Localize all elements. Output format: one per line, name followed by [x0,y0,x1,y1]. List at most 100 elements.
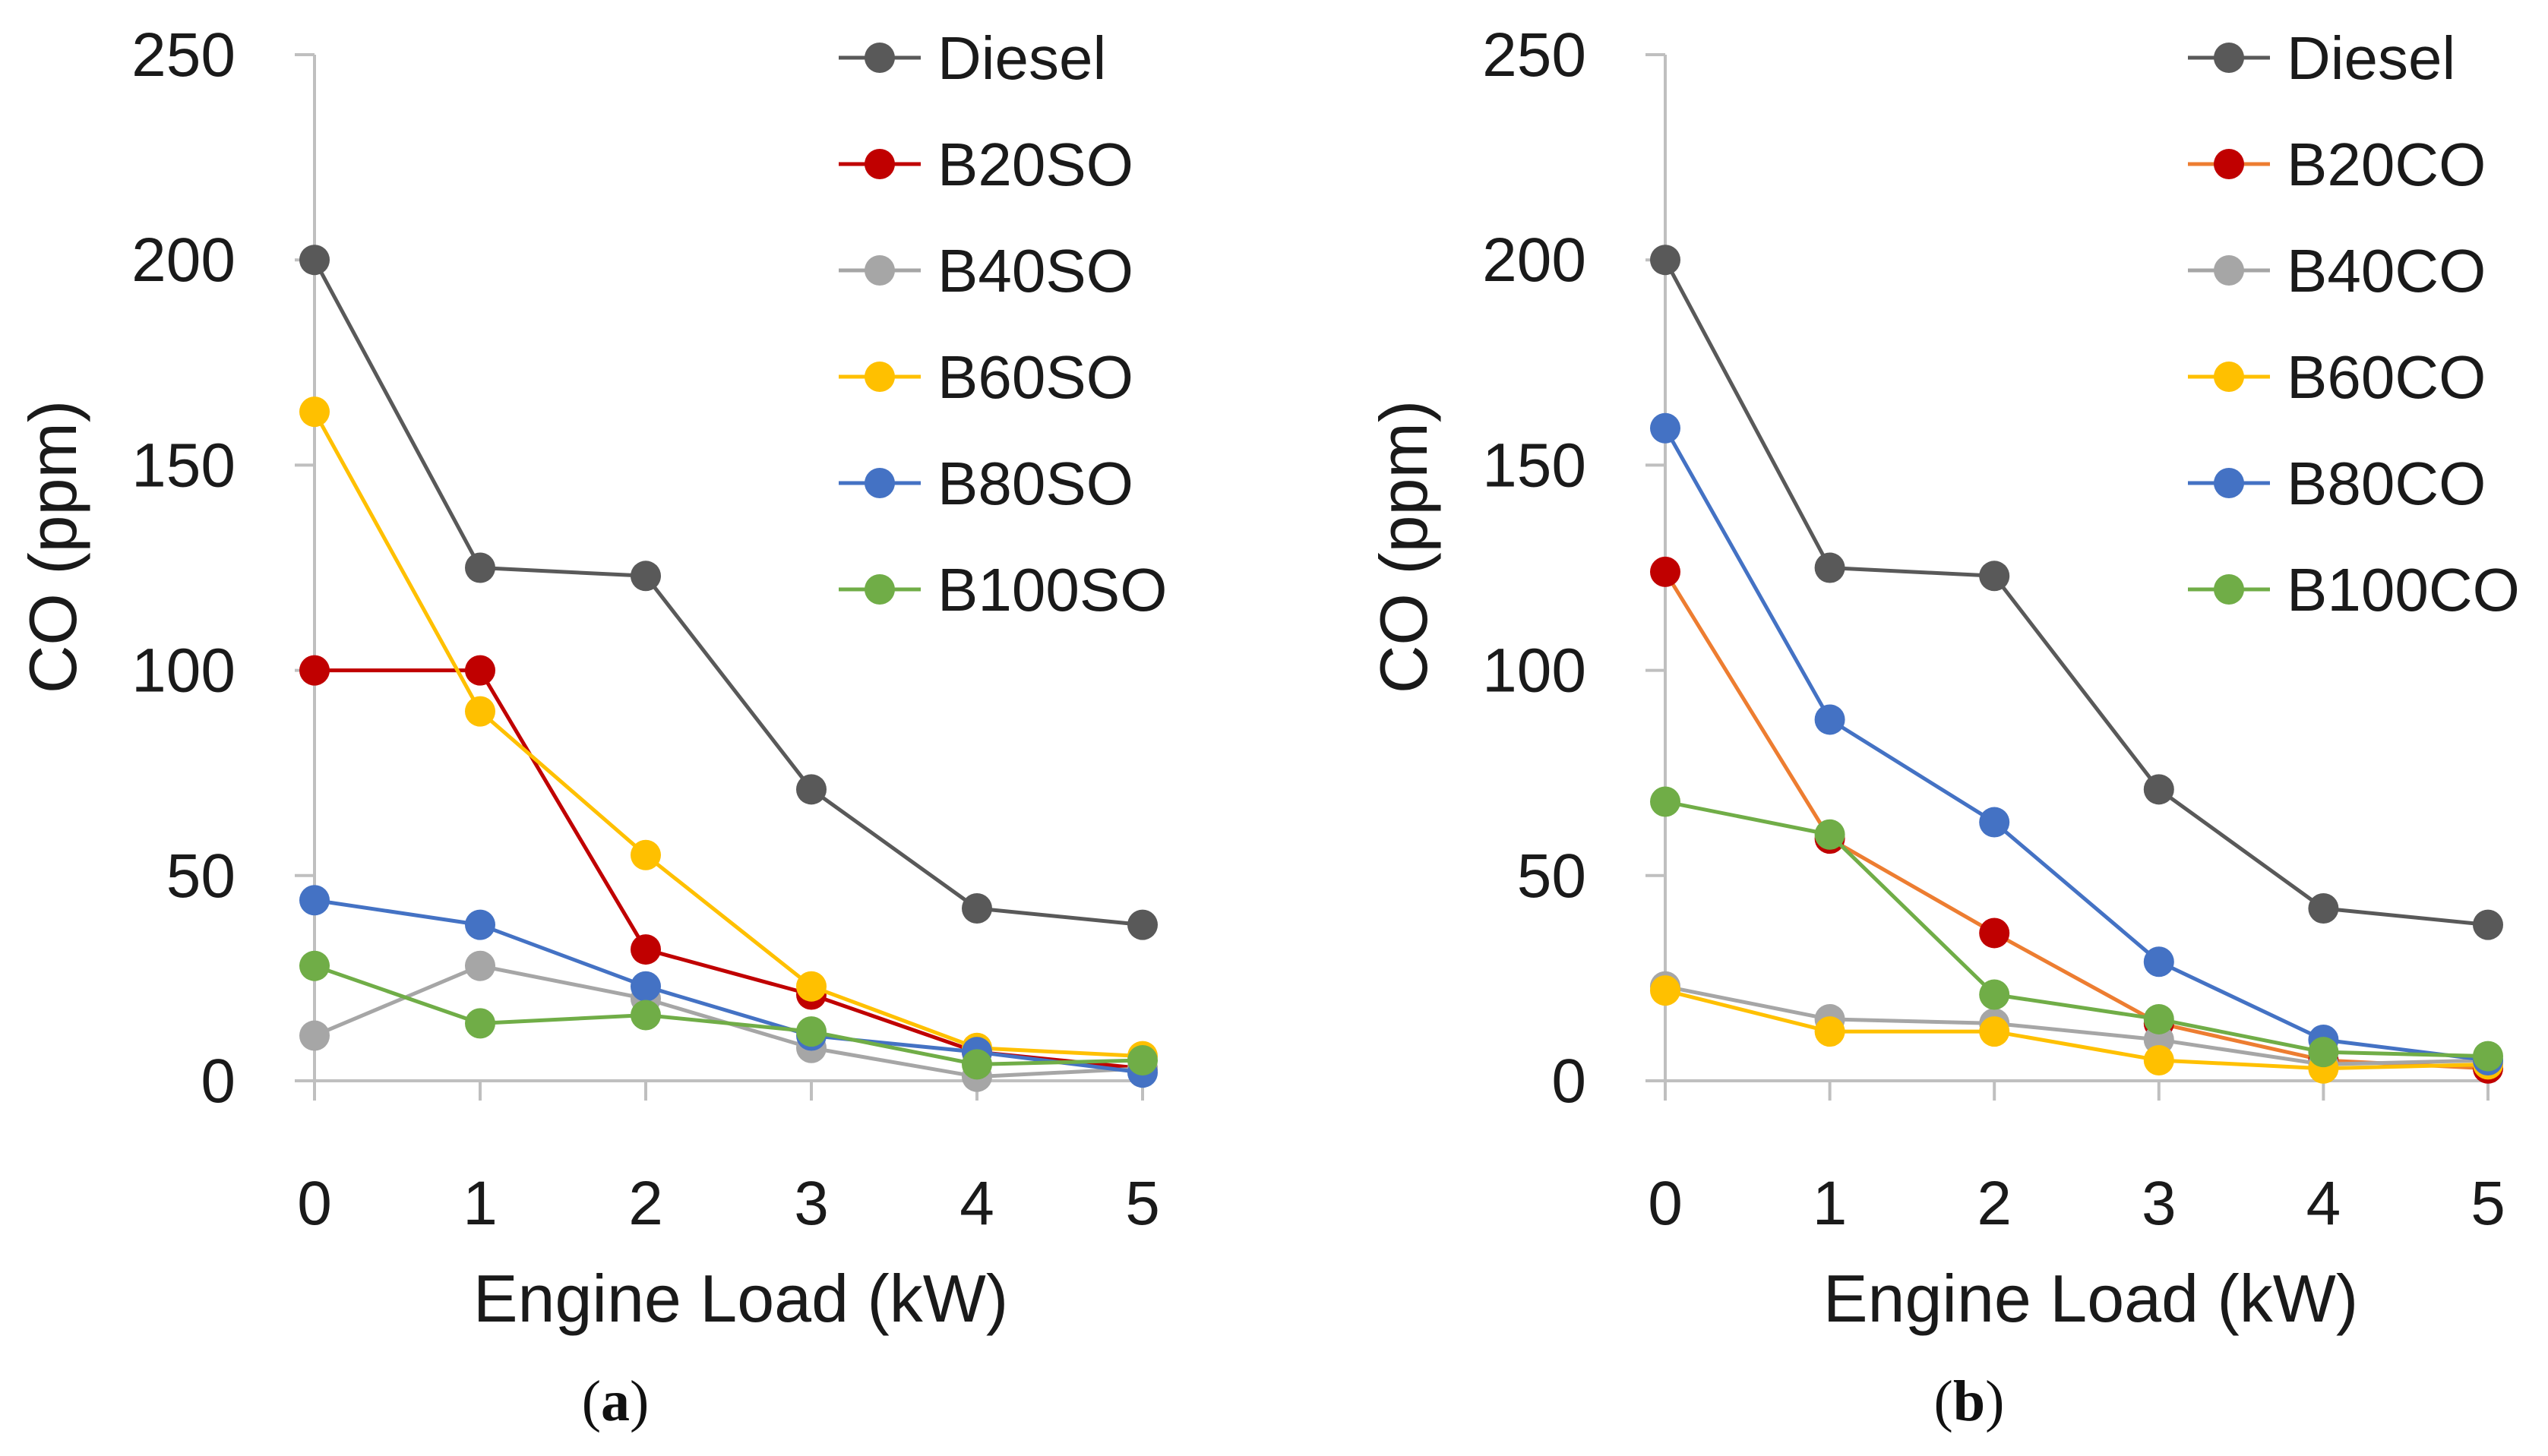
data-point [465,1008,495,1039]
panel-label-open-paren: ( [1934,1369,1953,1433]
y-tick-label: 150 [131,431,236,500]
y-axis-title: CO (ppm) [15,400,90,693]
data-point [299,655,330,686]
legend-label: B20CO [2287,131,2486,198]
y-tick-label: 100 [131,636,236,706]
panel-label: (a) [582,1369,650,1433]
y-tick-label: 0 [201,1047,236,1116]
y-tick-label: 200 [131,226,236,295]
y-tick-label: 250 [1482,21,1586,90]
data-point [2143,1003,2174,1034]
data-point [1127,1044,1158,1075]
legend-marker [865,362,895,392]
y-tick-label: 100 [1482,636,1586,706]
data-point [796,774,827,805]
x-tick-label: 5 [2471,1169,2505,1238]
legend-entry-b20so: B20SO [839,131,1133,198]
legend-entry-b60co: B60CO [2188,343,2486,411]
series-line [314,964,1143,1066]
y-tick-label: 200 [1482,226,1586,295]
data-point [299,245,330,276]
legend-marker [2214,43,2244,73]
panel-label-close-paren: ) [1985,1369,2004,1433]
legend-marker [865,574,895,605]
series-b20so [299,655,1158,1084]
data-point [631,1000,661,1031]
data-point [2143,946,2174,978]
data-point [1650,412,1680,444]
legend-entry-b20co: B20CO [2188,131,2486,198]
data-point [299,1020,330,1051]
legend-label: B100SO [937,556,1167,624]
x-tick-label: 0 [297,1169,332,1238]
data-point [2473,1041,2503,1072]
y-axis-title: CO (ppm) [1366,400,1441,693]
legend-label: B80SO [937,450,1133,517]
legend-marker [2214,255,2244,286]
x-tick-label: 1 [1813,1169,1848,1238]
data-point [299,950,330,981]
data-point [631,971,661,1002]
series-line [1663,427,2489,1063]
data-point [631,839,661,870]
data-point [2143,1044,2174,1075]
legend-label: B20SO [937,131,1133,198]
panel-label: (b) [1934,1369,2005,1433]
legend-entry-b100co: B100CO [2188,556,2520,624]
legend-marker [865,43,895,73]
data-point [1814,552,1845,583]
y-tick-label: 150 [1482,431,1586,500]
data-point [1979,979,2010,1010]
series-line [312,259,1143,927]
series-b20co [1650,556,2503,1084]
data-point [299,885,330,916]
panel-label-open-paren: ( [582,1369,601,1433]
legend-entry-b40so: B40SO [839,237,1133,305]
data-point [962,1049,992,1080]
x-axis-title: Engine Load (kW) [473,1261,1008,1336]
data-point [1979,1016,2010,1047]
legend-marker [865,468,895,498]
x-tick-label: 0 [1648,1169,1683,1238]
series-diesel [299,245,1158,940]
x-tick-label: 5 [1125,1169,1160,1238]
legend-marker [2214,362,2244,392]
data-point [465,909,495,940]
legend-label: B40CO [2287,237,2486,305]
data-point [465,552,495,583]
series-line [1664,988,2489,1071]
legend-marker [2214,574,2244,605]
legend-label: B60CO [2287,343,2486,411]
x-axis-title: Engine Load (kW) [1823,1261,2358,1336]
x-tick-label: 2 [628,1169,663,1238]
panel-a-chart: 0 50 100 150 200 250 0 1 2 3 4 5 Engine Load (kW) CO … [15,21,1167,1433]
x-tick-label: 3 [2142,1169,2177,1238]
panel-label-letter: a [601,1369,630,1433]
data-point [465,655,495,686]
data-point [1650,786,1680,817]
legend-label: B100CO [2287,556,2520,624]
series-line [1664,984,2489,1066]
panel-b-chart: 0 50 100 150 200 250 0 1 2 3 4 5 Engine Load (kW) CO … [1366,21,2520,1433]
series-line [314,898,1143,1075]
legend-entry-diesel: Diesel [2188,24,2455,92]
data-point [1650,556,1680,587]
legend-marker [865,255,895,286]
data-point [465,696,495,727]
legend-marker [2214,149,2244,179]
data-point [1814,1016,1845,1047]
legend-label: B60SO [937,343,1133,411]
series-line [1664,800,2489,1059]
data-point [299,396,330,428]
y-tick-label: 50 [1517,842,1586,911]
y-tick-label: 250 [131,21,236,90]
legend-label: B40SO [937,237,1133,305]
series-b40co [1650,971,2503,1080]
legend-label: Diesel [2287,24,2455,92]
series-line [312,410,1143,1059]
data-point [631,934,661,965]
series-b100so [299,950,1158,1080]
series-diesel [1650,245,2503,940]
data-point [2473,909,2503,940]
